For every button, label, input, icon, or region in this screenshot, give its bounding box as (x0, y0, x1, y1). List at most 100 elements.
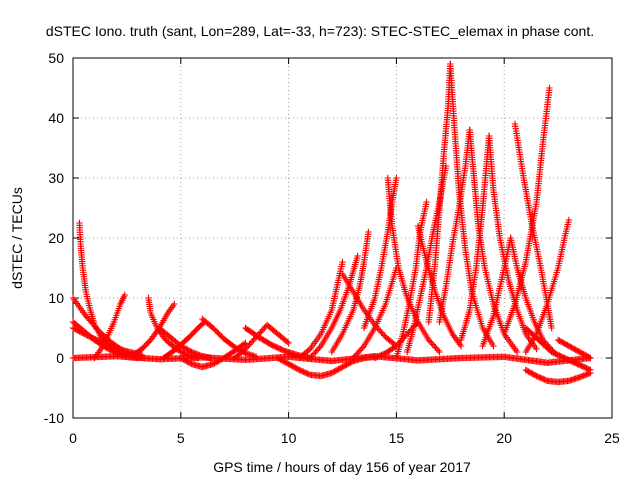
series-19 (350, 264, 400, 362)
data-point (542, 377, 550, 384)
data-point (565, 342, 573, 350)
y-tick-label: 50 (48, 50, 64, 66)
x-axis-label: GPS time / hours of day 156 of year 2017 (213, 459, 471, 475)
data-point (572, 346, 579, 353)
data-point (305, 346, 313, 354)
data-point (401, 333, 408, 341)
data-point (354, 252, 361, 260)
data-point (576, 348, 583, 356)
data-point (558, 339, 566, 346)
data-point (561, 340, 569, 347)
data-point (333, 366, 341, 374)
data-point (587, 369, 594, 377)
data-point (393, 174, 400, 182)
data-point (540, 375, 547, 383)
data-point (432, 344, 439, 351)
data-point (522, 366, 529, 374)
data-point (284, 360, 291, 367)
data-point (316, 344, 323, 351)
data-point (215, 330, 222, 337)
series-37 (522, 324, 594, 374)
chart-title: dSTEC Iono. truth (sant, Lon=289, Lat=-3… (46, 23, 594, 39)
data-point (300, 368, 307, 375)
data-point (298, 368, 306, 375)
data-point (513, 348, 521, 356)
data-point (429, 341, 436, 348)
data-point (187, 360, 194, 367)
data-point (258, 327, 265, 335)
data-point (537, 374, 544, 381)
data-point (377, 327, 384, 335)
data-point (285, 360, 292, 368)
data-point (546, 84, 553, 92)
series-18 (339, 270, 400, 350)
data-point (394, 341, 401, 348)
data-point (231, 344, 238, 351)
series-15 (296, 258, 346, 362)
data-point (242, 339, 249, 347)
x-tick-label: 25 (604, 430, 620, 446)
data-point (121, 291, 128, 299)
data-point (402, 332, 410, 339)
data-point (242, 345, 249, 353)
y-tick-label: 20 (48, 230, 64, 246)
data-point (209, 360, 217, 368)
data-point (560, 339, 567, 347)
data-point (187, 348, 194, 355)
data-point (490, 342, 497, 350)
data-point (244, 342, 252, 350)
data-point (297, 367, 304, 374)
data-point (395, 339, 403, 347)
data-point (527, 369, 535, 377)
x-tick-label: 10 (281, 430, 297, 446)
data-point (343, 361, 350, 368)
data-point (332, 367, 339, 374)
data-point (181, 345, 189, 352)
data-point (430, 342, 438, 350)
data-point (171, 300, 178, 308)
data-point (359, 344, 366, 351)
y-tick-label: 0 (56, 350, 64, 366)
data-point (329, 369, 337, 376)
data-point (548, 324, 555, 332)
series-29 (466, 126, 521, 356)
data-point (218, 332, 225, 340)
data-point (312, 348, 319, 356)
x-tick-label: 15 (389, 430, 405, 446)
data-point (290, 363, 298, 371)
data-point (315, 345, 322, 353)
data-point (339, 363, 346, 371)
series-35 (501, 84, 553, 338)
data-point (355, 348, 362, 356)
data-point (240, 340, 248, 348)
series-17 (328, 228, 372, 356)
data-point (531, 372, 539, 379)
data-point (288, 362, 295, 369)
data-point (541, 376, 548, 383)
data-point (526, 369, 534, 376)
data-point (302, 369, 310, 377)
x-tick-label: 20 (496, 430, 512, 446)
data-point (246, 341, 253, 348)
data-point (285, 339, 292, 347)
data-point (428, 339, 435, 347)
data-point (554, 336, 562, 344)
y-tick-label: 10 (48, 290, 64, 306)
series-34 (511, 120, 555, 332)
data-point (212, 327, 220, 334)
data-point (249, 338, 256, 345)
data-point (292, 364, 299, 371)
data-point (261, 324, 268, 332)
data-point (533, 372, 540, 380)
data-point (538, 375, 546, 382)
y-axis-label: dSTEC / TECUs (9, 187, 25, 289)
data-point (556, 337, 563, 344)
data-point (393, 342, 400, 350)
data-point (339, 258, 346, 266)
data-point (579, 350, 586, 357)
data-point (533, 345, 540, 353)
data-point (294, 366, 302, 373)
data-point (564, 342, 571, 349)
data-point (397, 338, 404, 345)
